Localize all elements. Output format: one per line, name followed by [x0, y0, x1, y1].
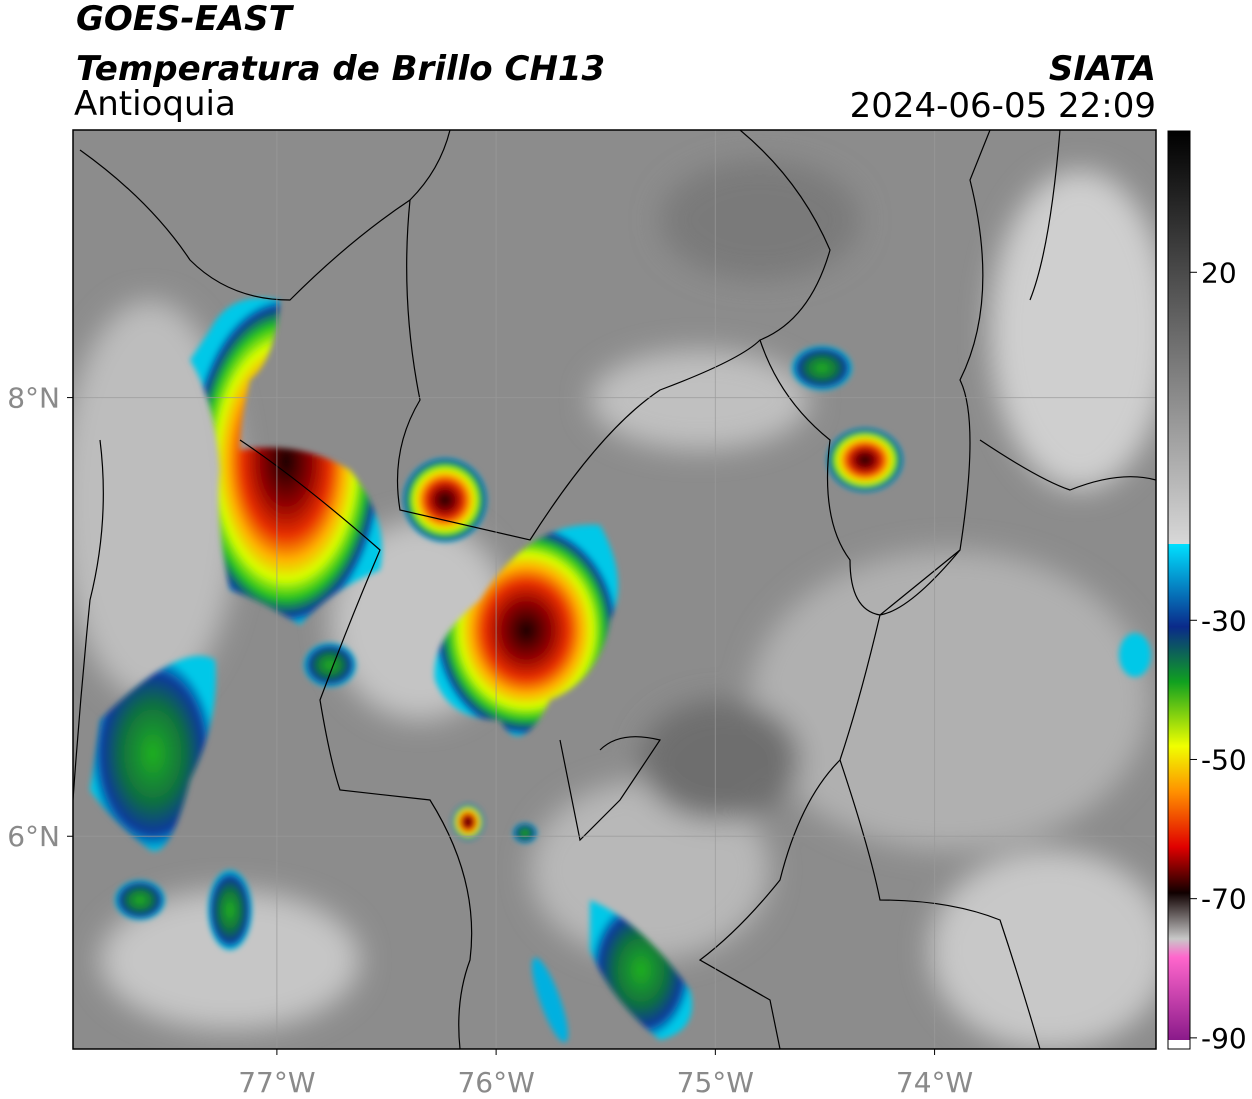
colorbar-tick-label: 20 — [1201, 256, 1237, 289]
colorbar-tick-label: -90 — [1201, 1022, 1247, 1055]
region: Antioquia — [74, 84, 236, 124]
x-tick-label: 75°W — [677, 1066, 754, 1099]
y-tick-label: 8°N — [7, 382, 60, 415]
datetime: 2024-06-05 22:09 — [850, 86, 1156, 126]
map-frame — [72, 129, 1157, 1050]
cloud-texture — [73, 160, 1156, 1049]
title: GOES-EAST — [76, 0, 295, 39]
x-tick-label: 76°W — [457, 1066, 534, 1099]
map-area — [73, 130, 1156, 1049]
source: SIATA — [1049, 49, 1156, 89]
subtitle: Temperatura de Brillo CH13 — [76, 49, 605, 89]
convective-cells — [90, 298, 1151, 1043]
y-tick-label: 6°N — [7, 820, 60, 853]
colorbar-tick-label: -50 — [1201, 743, 1247, 776]
x-tick-label: 77°W — [238, 1066, 315, 1099]
colorbar-tick-label: -30 — [1201, 604, 1247, 637]
colorbar — [1167, 130, 1191, 1050]
colorbar-tick-label: -70 — [1201, 883, 1247, 916]
x-tick-label: 74°W — [896, 1066, 973, 1099]
